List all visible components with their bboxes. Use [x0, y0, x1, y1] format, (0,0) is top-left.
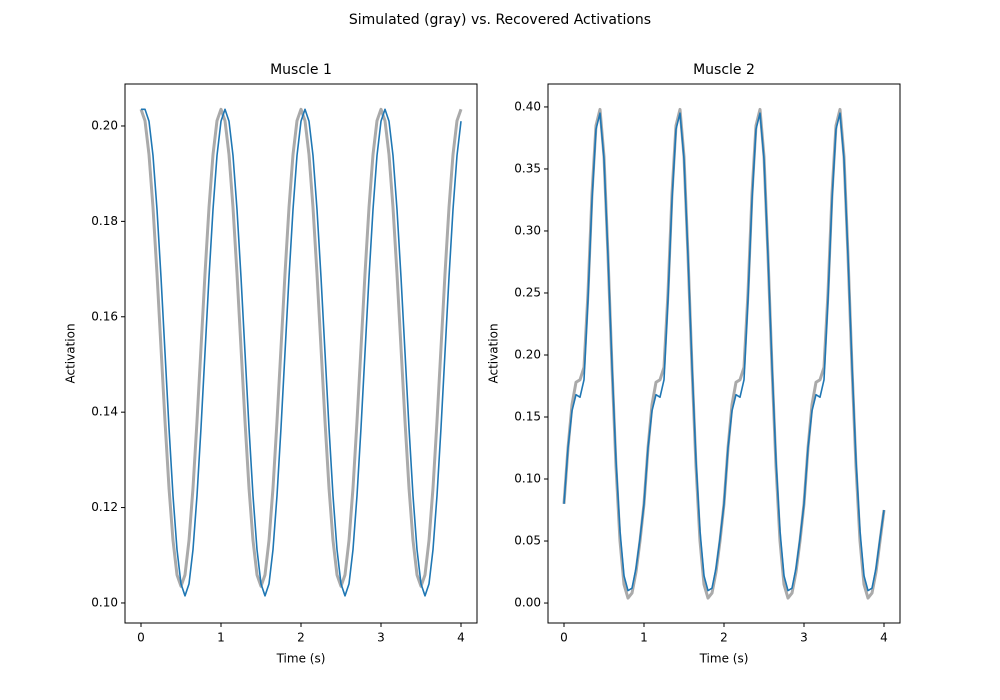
axes-frame [547, 83, 901, 624]
data-line [141, 108, 462, 597]
x-tick-label: 2 [720, 631, 728, 645]
x-tick-label: 3 [377, 631, 385, 645]
y-tick-label: 0.12 [91, 500, 118, 514]
y-tick-label: 0.10 [514, 472, 541, 486]
y-tick-label: 0.25 [514, 285, 541, 299]
x-tick-label: 0 [560, 631, 568, 645]
y-tick-label: 0.40 [514, 99, 541, 113]
y-tick-label: 0.14 [91, 405, 118, 419]
x-axis-label: Time (s) [699, 652, 749, 666]
x-tick-label: 3 [800, 631, 808, 645]
subplot-title: Muscle 2 [693, 62, 755, 78]
x-tick-label: 4 [880, 631, 888, 645]
y-tick-label: 0.10 [91, 595, 118, 609]
axes-frame [124, 83, 478, 624]
y-tick-label: 0.18 [91, 214, 118, 228]
y-tick-label: 0.20 [91, 118, 118, 132]
y-tick-label: 0.16 [91, 309, 118, 323]
data-line [563, 112, 885, 592]
y-tick-label: 0.05 [514, 534, 541, 548]
x-tick-label: 0 [137, 631, 145, 645]
figure-title: Simulated (gray) vs. Recovered Activatio… [349, 12, 651, 28]
y-tick-label: 0.30 [514, 223, 541, 237]
data-line [139, 107, 463, 588]
y-tick-label: 0.20 [514, 347, 541, 361]
y-axis-label: Activation [64, 323, 78, 383]
y-tick-label: 0.00 [514, 596, 541, 610]
y-tick-label: 0.35 [514, 161, 541, 175]
subplot-title: Muscle 1 [270, 62, 332, 78]
x-axis-label: Time (s) [276, 652, 326, 666]
x-tick-label: 2 [297, 631, 305, 645]
x-tick-label: 4 [457, 631, 465, 645]
x-tick-label: 1 [217, 631, 225, 645]
y-axis-label: Activation [487, 323, 501, 383]
x-tick-label: 1 [640, 631, 648, 645]
y-tick-label: 0.15 [514, 409, 541, 423]
